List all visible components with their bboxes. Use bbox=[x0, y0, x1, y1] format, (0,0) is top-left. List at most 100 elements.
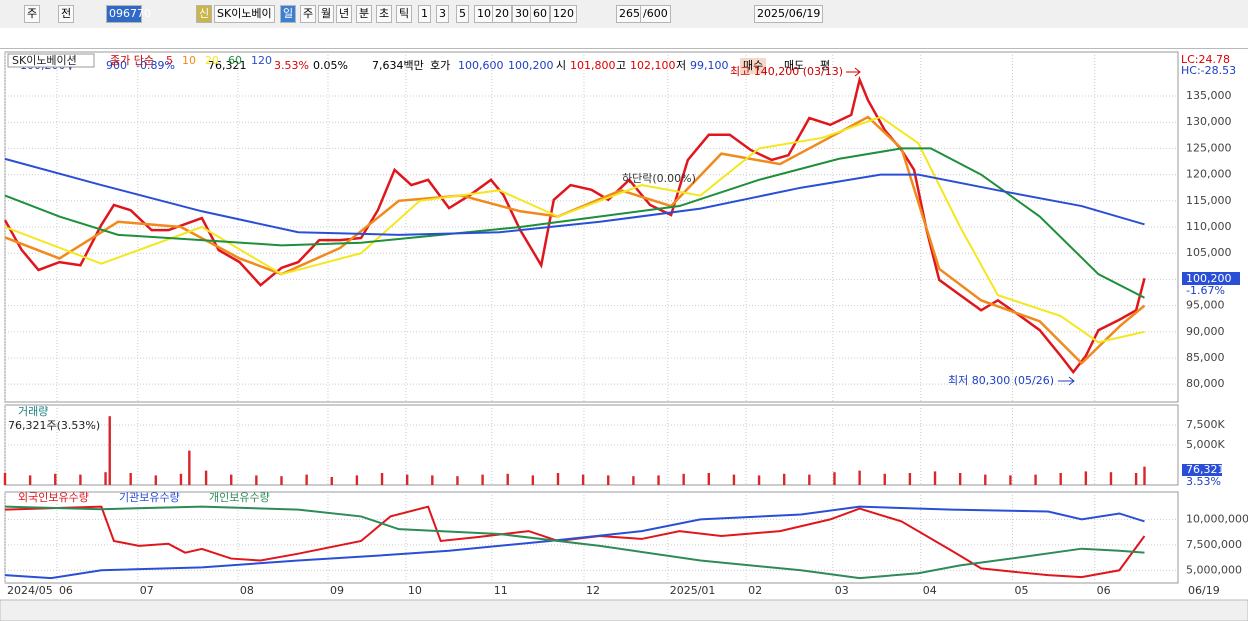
volume-bar bbox=[154, 475, 158, 485]
volume-bar bbox=[506, 473, 509, 485]
legend-entry: 기관보유수량 bbox=[119, 491, 180, 504]
right-label: 76,321 bbox=[1186, 463, 1225, 476]
label: 102,100 bbox=[630, 59, 676, 72]
volume-bar bbox=[188, 450, 191, 485]
label: 7,634백만 bbox=[372, 59, 424, 72]
volume-bar bbox=[54, 473, 57, 485]
x-end-label: 06/19 bbox=[1188, 584, 1220, 597]
label[interactable]: 120 bbox=[550, 5, 577, 23]
label[interactable]: 주 bbox=[300, 5, 317, 23]
volume-bar bbox=[330, 477, 333, 485]
volume-bar bbox=[757, 475, 761, 485]
volume-bar bbox=[707, 473, 710, 485]
series-line bbox=[4, 505, 1145, 580]
legend-entry: 5 bbox=[166, 54, 173, 67]
label[interactable]: 60 bbox=[530, 5, 550, 23]
label[interactable]: 일 bbox=[280, 5, 297, 23]
label[interactable]: SK이노베이 bbox=[214, 5, 275, 23]
annotation: 최고 140,200 (03/13) bbox=[730, 65, 843, 78]
volume-bar bbox=[1009, 475, 1012, 485]
chart-subtitle: 종가 단순 bbox=[110, 54, 154, 67]
volume-bar bbox=[1034, 474, 1037, 485]
label[interactable]: 틱 bbox=[396, 5, 413, 23]
x-tick-label: 09 bbox=[330, 584, 344, 597]
volume-bar bbox=[380, 473, 384, 485]
volume-bar bbox=[456, 476, 459, 485]
label[interactable]: 전 bbox=[58, 5, 75, 23]
label[interactable]: 096770 bbox=[106, 5, 151, 23]
y-tick-label: 135,000 bbox=[1186, 89, 1232, 102]
x-tick-label: 06 bbox=[1097, 584, 1111, 597]
label[interactable]: 10 bbox=[474, 5, 494, 23]
volume-bar bbox=[883, 473, 886, 485]
volume-box bbox=[1182, 464, 1222, 476]
label: 0.05% bbox=[313, 59, 348, 72]
volume-bar bbox=[1084, 471, 1088, 485]
arrow bbox=[846, 67, 861, 77]
x-tick-label: 04 bbox=[923, 584, 937, 597]
label[interactable]: 2025/06/19 bbox=[754, 5, 824, 23]
volume-bar bbox=[682, 473, 685, 485]
label[interactable]: 초 bbox=[376, 5, 393, 23]
volume-bar bbox=[405, 474, 409, 485]
volume-bar bbox=[108, 416, 111, 485]
label: 76,321 bbox=[208, 59, 247, 72]
label: 900 bbox=[106, 59, 127, 72]
y-tick-label: 5,000K bbox=[1186, 438, 1225, 451]
volume-bar bbox=[732, 474, 736, 485]
price-box bbox=[1182, 272, 1240, 285]
volume-bar bbox=[632, 476, 635, 485]
right-label: LC:24.78 bbox=[1181, 53, 1230, 66]
series-line bbox=[4, 505, 1145, 580]
volume-bar bbox=[204, 470, 208, 485]
legend-entry: 60 bbox=[228, 54, 242, 67]
legend-box bbox=[7, 53, 95, 68]
annotation: 최저 80,300 (05/26) bbox=[948, 374, 1054, 387]
volume-bar bbox=[431, 475, 434, 485]
label[interactable]: 년 bbox=[336, 5, 353, 23]
label[interactable]: 1 bbox=[418, 5, 431, 23]
series-line bbox=[4, 157, 1145, 236]
y-tick-label: 7,500,000 bbox=[1186, 538, 1242, 551]
y-tick-label: 85,000 bbox=[1186, 351, 1225, 364]
series-line bbox=[3, 75, 1146, 375]
label[interactable]: 주 bbox=[24, 5, 41, 23]
volume-bar bbox=[1059, 473, 1062, 485]
volume-bar bbox=[833, 472, 836, 485]
volume-bar bbox=[958, 473, 962, 485]
label[interactable]: 20 bbox=[492, 5, 512, 23]
chart-subtitle: 76,321주(3.53%) bbox=[8, 419, 100, 432]
y-tick-label: 105,000 bbox=[1186, 246, 1232, 259]
y-tick-label: 90,000 bbox=[1186, 325, 1225, 338]
x-tick-label: 2025/01 bbox=[670, 584, 716, 597]
volume-bar bbox=[984, 474, 987, 485]
label: 고 bbox=[616, 59, 627, 72]
y-tick-label: 120,000 bbox=[1186, 168, 1232, 181]
toolbar: 주 전 096770 SK이노베이 신 일 주 월 년 분 초 틱 1 3 5 10 20 30 60 120 265/… bbox=[0, 0, 1248, 29]
label: 100,200 bbox=[508, 59, 554, 72]
x-tick-label: 12 bbox=[586, 584, 600, 597]
y-tick-label: 110,000 bbox=[1186, 220, 1232, 233]
y-tick-label: 80,000 bbox=[1186, 377, 1225, 390]
label[interactable]: 월 bbox=[318, 5, 335, 23]
label: 100,600 bbox=[458, 59, 504, 72]
label[interactable]: 5 bbox=[456, 5, 469, 23]
chart-title: SK이노베이션 bbox=[12, 54, 77, 67]
volume-bar bbox=[104, 472, 107, 485]
label[interactable]: 신 bbox=[196, 5, 213, 23]
volume-bar bbox=[355, 475, 359, 485]
legend-entry: 개인보유수량 bbox=[209, 491, 270, 504]
label: 저 bbox=[676, 59, 687, 72]
label[interactable]: 30 bbox=[512, 5, 532, 23]
series-line bbox=[4, 115, 1145, 344]
volume-bar bbox=[1134, 473, 1138, 485]
y-tick-label: 7,500K bbox=[1186, 418, 1225, 431]
label[interactable]: 3 bbox=[436, 5, 449, 23]
series-line bbox=[4, 505, 1146, 579]
label[interactable]: 265 bbox=[616, 5, 643, 23]
volume-bar bbox=[305, 474, 308, 485]
series-line bbox=[4, 115, 1146, 365]
label[interactable]: /600 bbox=[640, 5, 671, 23]
label[interactable]: 분 bbox=[356, 5, 373, 23]
volume-bar bbox=[3, 473, 7, 485]
